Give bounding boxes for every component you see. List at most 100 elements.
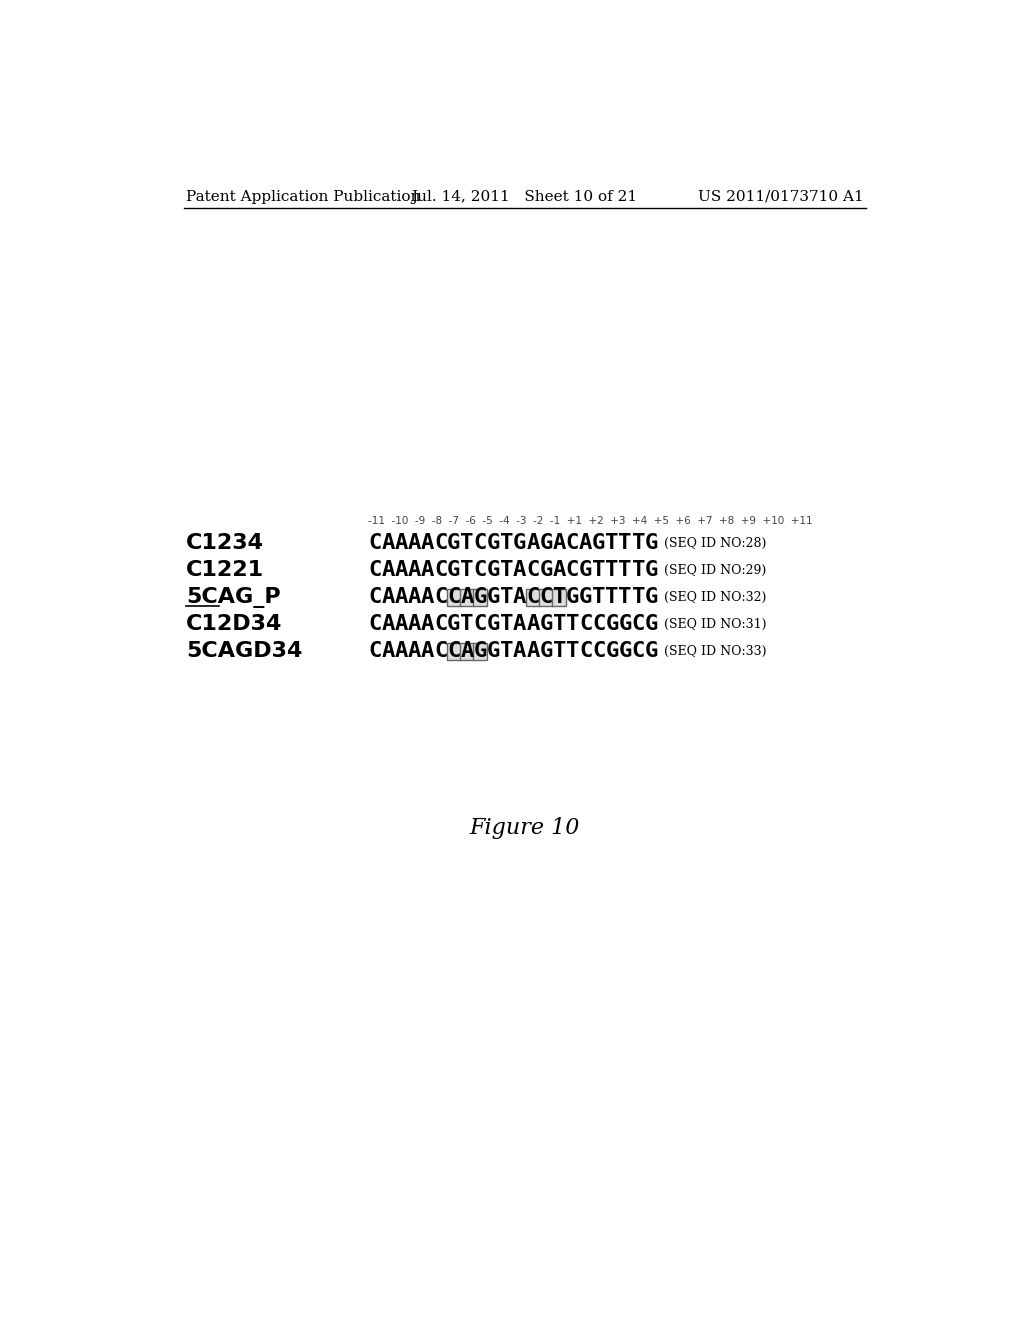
- Text: G: G: [473, 587, 487, 607]
- Text: C: C: [434, 561, 447, 581]
- Text: C: C: [566, 533, 580, 553]
- FancyBboxPatch shape: [460, 643, 474, 660]
- Text: G: G: [540, 642, 553, 661]
- Text: A: A: [526, 614, 540, 634]
- Text: A: A: [381, 533, 394, 553]
- Text: G: G: [605, 614, 618, 634]
- Text: T: T: [553, 642, 566, 661]
- Text: T: T: [618, 561, 632, 581]
- Text: G: G: [645, 587, 658, 607]
- Text: C: C: [369, 587, 382, 607]
- Text: C: C: [632, 614, 645, 634]
- Text: A: A: [381, 561, 394, 581]
- Text: Figure 10: Figure 10: [470, 817, 580, 840]
- Text: (SEQ ID NO:33): (SEQ ID NO:33): [665, 644, 767, 657]
- FancyBboxPatch shape: [552, 589, 566, 606]
- Text: C: C: [473, 614, 487, 634]
- Text: C: C: [369, 561, 382, 581]
- Text: C: C: [369, 642, 382, 661]
- Text: A: A: [408, 614, 421, 634]
- Text: G: G: [645, 614, 658, 634]
- Text: Patent Application Publication: Patent Application Publication: [186, 190, 421, 203]
- FancyBboxPatch shape: [460, 589, 474, 606]
- Text: A: A: [421, 561, 434, 581]
- Text: A: A: [394, 561, 408, 581]
- Text: T: T: [461, 561, 474, 581]
- Text: Jul. 14, 2011   Sheet 10 of 21: Jul. 14, 2011 Sheet 10 of 21: [412, 190, 638, 203]
- Text: (SEQ ID NO:29): (SEQ ID NO:29): [665, 564, 767, 577]
- Text: T: T: [461, 614, 474, 634]
- Text: G: G: [645, 533, 658, 553]
- Text: A: A: [513, 642, 526, 661]
- Text: C: C: [473, 533, 487, 553]
- Text: A: A: [553, 533, 566, 553]
- Text: A: A: [526, 533, 540, 553]
- Text: G: G: [486, 533, 500, 553]
- Text: A: A: [421, 642, 434, 661]
- Text: G: G: [618, 642, 632, 661]
- Text: G: G: [592, 533, 605, 553]
- Text: T: T: [618, 587, 632, 607]
- Text: A: A: [408, 587, 421, 607]
- Text: G: G: [540, 533, 553, 553]
- Text: A: A: [394, 642, 408, 661]
- FancyBboxPatch shape: [526, 589, 540, 606]
- Text: A: A: [394, 587, 408, 607]
- Text: C: C: [579, 614, 592, 634]
- Text: T: T: [592, 561, 605, 581]
- Text: T: T: [500, 642, 513, 661]
- Text: T: T: [553, 587, 566, 607]
- Text: G: G: [447, 561, 461, 581]
- Text: A: A: [513, 614, 526, 634]
- Text: G: G: [645, 642, 658, 661]
- Text: A: A: [579, 533, 592, 553]
- Text: T: T: [500, 533, 513, 553]
- Text: G: G: [605, 642, 618, 661]
- Text: A: A: [461, 587, 474, 607]
- Text: A: A: [408, 533, 421, 553]
- Text: C: C: [434, 642, 447, 661]
- Text: G: G: [486, 642, 500, 661]
- FancyBboxPatch shape: [540, 589, 553, 606]
- Text: T: T: [605, 533, 618, 553]
- Text: G: G: [540, 561, 553, 581]
- Text: C1221: C1221: [186, 561, 264, 581]
- Text: G: G: [447, 533, 461, 553]
- FancyBboxPatch shape: [473, 643, 487, 660]
- Text: T: T: [632, 533, 645, 553]
- Text: C: C: [369, 614, 382, 634]
- FancyBboxPatch shape: [473, 589, 487, 606]
- Text: C: C: [434, 614, 447, 634]
- Text: (SEQ ID NO:31): (SEQ ID NO:31): [665, 618, 767, 631]
- Text: A: A: [513, 561, 526, 581]
- Text: G: G: [486, 614, 500, 634]
- Text: G: G: [540, 614, 553, 634]
- Text: T: T: [461, 533, 474, 553]
- Text: T: T: [566, 642, 580, 661]
- Text: C: C: [434, 587, 447, 607]
- Text: T: T: [566, 614, 580, 634]
- Text: C: C: [473, 561, 487, 581]
- Text: C: C: [566, 561, 580, 581]
- Text: T: T: [632, 587, 645, 607]
- Text: A: A: [513, 587, 526, 607]
- Text: C: C: [632, 642, 645, 661]
- Text: A: A: [421, 614, 434, 634]
- Text: A: A: [394, 614, 408, 634]
- Text: 5CAG_P: 5CAG_P: [186, 587, 281, 607]
- Text: A: A: [461, 642, 474, 661]
- Text: A: A: [381, 587, 394, 607]
- Text: G: G: [486, 561, 500, 581]
- Text: A: A: [421, 533, 434, 553]
- Text: T: T: [605, 587, 618, 607]
- Text: G: G: [486, 587, 500, 607]
- Text: (SEQ ID NO:28): (SEQ ID NO:28): [665, 537, 767, 550]
- FancyBboxPatch shape: [446, 643, 461, 660]
- Text: C: C: [579, 642, 592, 661]
- Text: G: G: [645, 561, 658, 581]
- Text: A: A: [381, 642, 394, 661]
- Text: G: G: [566, 587, 580, 607]
- Text: C: C: [592, 614, 605, 634]
- Text: A: A: [381, 614, 394, 634]
- Text: -11  -10  -9  -8  -7  -6  -5  -4  -3  -2  -1  +1  +2  +3  +4  +5  +6  +7  +8  +9: -11 -10 -9 -8 -7 -6 -5 -4 -3 -2 -1 +1 +2…: [369, 516, 813, 527]
